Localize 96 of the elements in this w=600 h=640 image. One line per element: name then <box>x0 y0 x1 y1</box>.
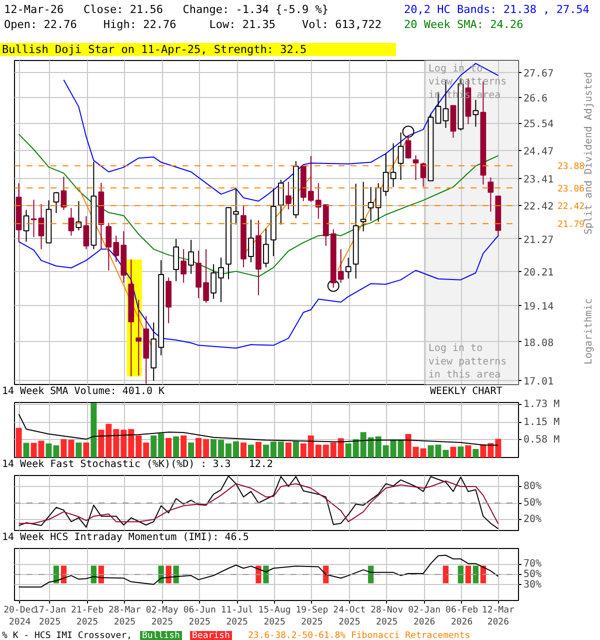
candlestick <box>278 179 284 226</box>
line-series <box>18 414 499 446</box>
x-tick-label: 11-Jul 2025 <box>220 606 254 628</box>
annotation: Log in to view patterns in this area <box>428 343 507 380</box>
y-tick-label: 25.54 <box>524 119 554 130</box>
x-tick-label: 02-Jan 2026 <box>408 606 441 628</box>
y-tick-label: 26.6 <box>524 93 548 104</box>
candlestick <box>188 239 194 274</box>
ref-line-label: 23.88 <box>558 162 585 172</box>
x-tick-label: 06-Jun 2025 <box>183 606 216 628</box>
bar <box>450 446 456 458</box>
bar <box>472 448 479 458</box>
candlestick <box>23 209 30 242</box>
ref-line-label: 21.79 <box>558 220 585 230</box>
bar <box>90 403 97 458</box>
y-tick-label: 24.47 <box>524 146 554 158</box>
candlestick <box>488 176 494 212</box>
x-tick-label: 24-Oct 2025 <box>333 606 366 628</box>
y-tick-label: 0.58 M <box>524 434 560 446</box>
candlestick <box>173 238 180 282</box>
text: 20,2 HC Bands: 21.38 , 27.54 <box>404 3 590 16</box>
y-tick-label: 70% <box>524 558 542 570</box>
y-tick-label: 23.41 <box>524 174 554 186</box>
bar <box>285 442 292 458</box>
y-tick-label: 30% <box>524 579 542 590</box>
x-tick-label: 28-Mar 2025 <box>108 606 142 628</box>
candlestick <box>263 228 269 268</box>
bar <box>23 442 30 458</box>
y-tick-label: 80% <box>524 481 542 492</box>
x-tick-label: 19-Sep 2025 <box>296 606 328 628</box>
y-axis-title: Split and Dividend Adjusted <box>584 72 594 234</box>
candlestick <box>390 142 396 188</box>
legend-title: % K - HCS IMI Crossover, <box>2 631 132 640</box>
x-tick-label: 28-Nov 2025 <box>370 606 404 628</box>
bar <box>458 446 464 458</box>
y-tick-label: 19.14 <box>524 302 554 313</box>
chart-title: 14 Week SMA Volume: 401.0 K <box>2 386 165 398</box>
candlestick <box>472 99 479 128</box>
bar <box>83 442 90 458</box>
line-series <box>18 134 499 278</box>
bar <box>76 442 82 458</box>
bar <box>173 436 180 458</box>
y-tick-label: 20% <box>524 514 542 525</box>
candlestick <box>345 257 352 280</box>
candlestick <box>83 216 90 250</box>
bar <box>292 441 299 458</box>
x-tick-label: 06-Feb 2026 <box>446 606 478 628</box>
chart-subtitle: Open: 22.76 High: 22.76 Low: 21.35 Vol: 613,722 <box>4 18 382 31</box>
chart-title: 12-Mar-26 Close: 21.56 Change: -1.34 {-5.9 %} <box>4 3 329 16</box>
candlestick <box>30 199 37 238</box>
text: Bullish Doji Star on 11-Apr-25, Strength: 32.5 <box>0 43 396 56</box>
candlestick <box>360 181 366 232</box>
chart-title: 14 Week HCS Intraday Momentum (IMI): 46.5 <box>2 532 249 544</box>
candlestick <box>68 207 74 236</box>
y-tick-label: 20.21 <box>524 267 554 278</box>
x-tick-label: 20-Dec 2024 <box>4 606 36 628</box>
candlestick <box>248 219 254 263</box>
ref-line-label: 23.06 <box>558 184 585 194</box>
y-tick-label: 18.08 <box>524 338 554 349</box>
candlestick <box>180 248 187 284</box>
line-series <box>18 554 499 588</box>
x-tick-label: 21-Feb 2025 <box>71 606 104 628</box>
text: 20 Week SMA: 24.26 <box>404 18 524 31</box>
x-tick-label: 12-Mar 2026 <box>482 606 516 628</box>
y-tick-label: 1.15 M <box>524 416 560 428</box>
candlestick <box>405 134 412 160</box>
y-tick-label: 17.01 <box>524 376 554 388</box>
text: Bearish <box>190 631 232 640</box>
x-tick-label: 02-May 2025 <box>146 606 180 628</box>
bar <box>240 442 246 458</box>
bar <box>16 428 22 458</box>
chart-title: 14 Week Fast Stochastic (%K)(%D) : 3.3 12.2 <box>2 459 273 471</box>
y-tick-label: 22.42 <box>524 202 554 213</box>
text: WEEKLY CHART <box>430 386 502 398</box>
candlestick <box>53 191 60 214</box>
y-tick-label: 21.27 <box>524 234 554 246</box>
bar <box>180 436 187 458</box>
text: 23.6-38.2-50-61.8% Fibonacci Retracements <box>248 631 470 640</box>
bar <box>465 445 472 458</box>
y-tick-label: 50% <box>524 569 542 580</box>
ref-line-label: 22.42 <box>558 202 585 212</box>
candlestick <box>412 154 419 180</box>
candlestick <box>286 181 292 210</box>
bar <box>255 442 262 458</box>
y-tick-label: 50% <box>524 498 542 508</box>
candlestick <box>60 176 67 210</box>
text: Logarithmic <box>584 298 594 364</box>
x-tick-label: 15-Aug 2025 <box>258 606 291 628</box>
bar <box>188 442 194 458</box>
text: Bullish <box>140 631 182 640</box>
x-tick-label: 17-Jan 2025 <box>34 606 66 628</box>
candlestick <box>420 162 426 188</box>
bar <box>248 444 254 458</box>
bar <box>166 438 172 458</box>
y-tick-label: 1.73 M <box>524 399 560 410</box>
y-tick-label: 27.67 <box>524 68 554 80</box>
